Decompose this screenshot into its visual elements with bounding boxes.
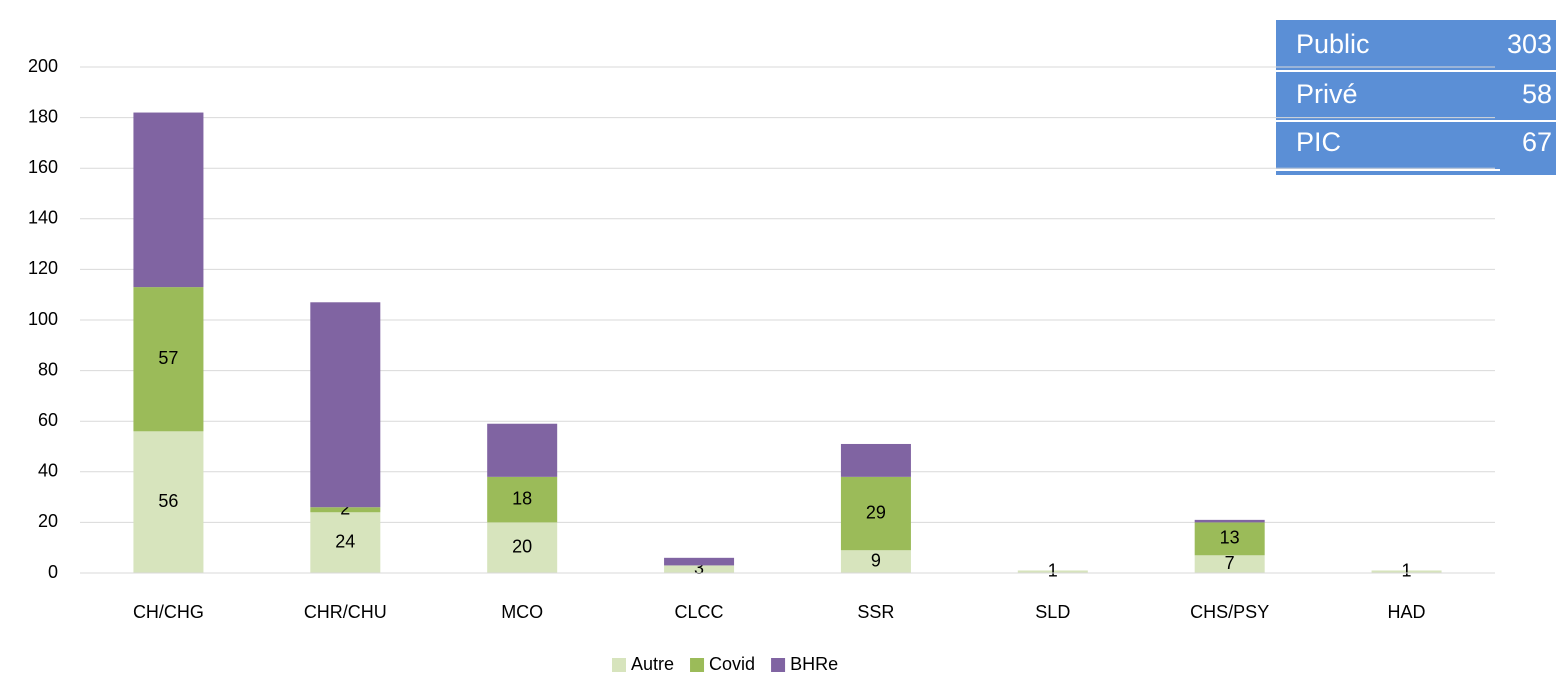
bar-segment	[1194, 555, 1265, 573]
bar-segment	[487, 423, 558, 477]
table-background	[1276, 20, 1556, 175]
x-tick-label: SLD	[1035, 602, 1070, 622]
bar-segment	[1194, 522, 1265, 556]
x-tick-label: CH/CHG	[133, 602, 204, 622]
y-tick-label: 180	[28, 106, 58, 126]
table-cell: Public	[1296, 29, 1370, 59]
y-tick-label: 80	[38, 359, 58, 379]
table-cell: 303	[1507, 29, 1552, 59]
legend-swatch	[771, 658, 786, 672]
data-label: 1	[1402, 560, 1412, 580]
y-tick-label: 100	[28, 309, 58, 329]
x-tick-label: CLCC	[675, 602, 724, 622]
table-cell: Privé	[1296, 79, 1358, 109]
x-tick-label: HAD	[1388, 602, 1426, 622]
bar-segment	[840, 550, 911, 573]
bar-segment	[664, 565, 735, 573]
data-label: 13	[1220, 528, 1240, 548]
summary-table: Public 303 Privé 58 PIC 67	[1276, 20, 1556, 175]
table-cell: PIC	[1296, 127, 1341, 157]
data-label: 24	[335, 531, 355, 551]
bar-segment	[487, 476, 558, 523]
bar-segment	[664, 557, 735, 566]
legend-swatch	[690, 658, 705, 672]
y-tick-label: 40	[38, 461, 58, 481]
bar-segment	[310, 512, 381, 573]
y-tick-label: 60	[38, 410, 58, 430]
data-label: 20	[512, 536, 532, 556]
data-label: 3	[694, 558, 704, 578]
bar-segment	[133, 287, 204, 432]
data-label: 56	[158, 491, 178, 511]
bar-segment	[133, 112, 204, 288]
table-cell: 67	[1522, 127, 1552, 157]
bar-segment	[840, 476, 911, 551]
data-label: 18	[512, 488, 532, 508]
y-tick-label: 140	[28, 208, 58, 228]
y-tick-label: 0	[48, 562, 58, 582]
bar-segment	[133, 431, 204, 573]
data-label: 9	[871, 550, 881, 570]
data-label: 29	[866, 502, 886, 522]
legend-swatch	[612, 658, 626, 672]
bar-segment	[310, 507, 381, 513]
data-label: 57	[158, 348, 178, 368]
data-label: 2	[340, 499, 350, 519]
data-label: 1	[1048, 560, 1058, 580]
bar-segment	[1194, 519, 1265, 523]
data-label: 7	[1225, 553, 1235, 573]
legend-label: Autre	[631, 654, 674, 674]
y-tick-label: 200	[28, 56, 58, 76]
bar-segment	[1371, 570, 1442, 573]
bar-segment	[1017, 570, 1088, 573]
y-tick-label: 160	[28, 157, 58, 177]
legend-label: Covid	[709, 654, 755, 674]
bar-segment	[840, 443, 911, 477]
x-tick-label: CHR/CHU	[304, 602, 387, 622]
y-tick-label: 20	[38, 511, 58, 531]
table-cell: 58	[1522, 79, 1552, 109]
bar-segment	[310, 302, 381, 508]
y-tick-label: 120	[28, 258, 58, 278]
x-tick-label: SSR	[857, 602, 894, 622]
legend-label: BHRe	[790, 654, 838, 674]
bar-segment	[487, 522, 558, 573]
x-tick-label: MCO	[501, 602, 543, 622]
x-tick-label: CHS/PSY	[1190, 602, 1269, 622]
